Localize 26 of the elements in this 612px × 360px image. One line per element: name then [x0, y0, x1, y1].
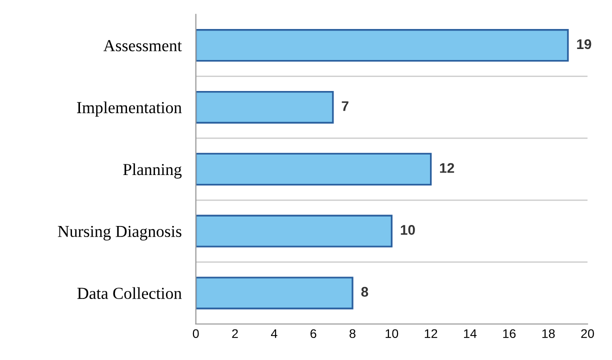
bar [196, 276, 354, 310]
y-tick-label: Data Collection [77, 287, 182, 299]
x-tick-label: 12 [424, 329, 438, 338]
x-tick-label: 10 [386, 329, 398, 338]
data-label: 19 [577, 39, 592, 50]
y-tick-label: Nursing Diagnosis [58, 226, 182, 240]
x-tick-label: 16 [503, 329, 516, 338]
data-label: 8 [361, 286, 368, 297]
x-tick-label: 14 [464, 329, 477, 338]
bar [196, 29, 569, 62]
data-label: 12 [440, 163, 454, 173]
y-tick-label: Implementation [77, 101, 182, 117]
data-label: 7 [342, 101, 348, 111]
data-label: 10 [400, 225, 415, 235]
bar [196, 90, 334, 124]
y-tick-label: Planning [123, 163, 182, 179]
x-tick-label: 4 [270, 329, 278, 338]
x-tick-label: 6 [310, 329, 316, 338]
x-tick-label: 0 [192, 329, 199, 338]
y-tick-label: Assessment [103, 40, 182, 52]
x-tick-label: 2 [232, 329, 238, 338]
x-tick-label: 18 [542, 329, 555, 338]
bar [196, 152, 432, 186]
bar [196, 214, 393, 248]
x-tick-label: 8 [350, 329, 356, 338]
x-tick-label: 20 [581, 329, 594, 338]
